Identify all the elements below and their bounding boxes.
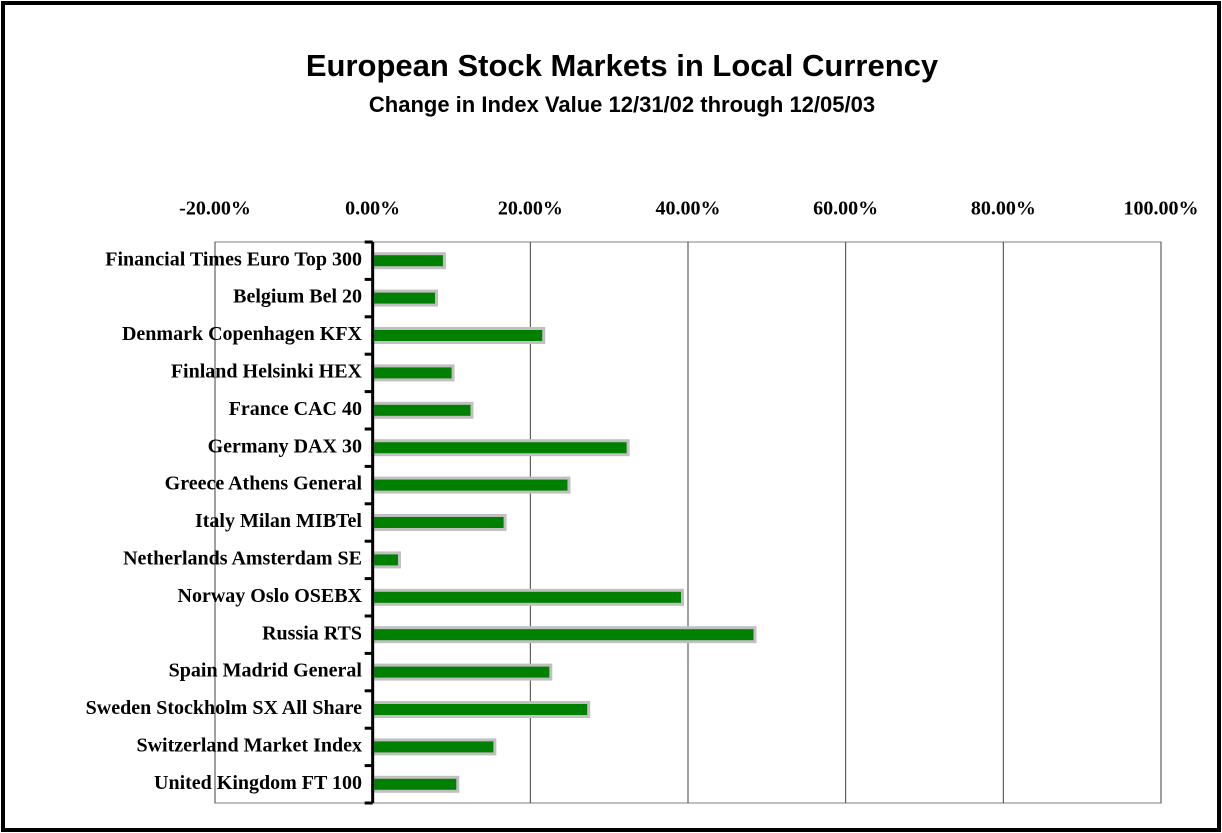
chart-subtitle: Change in Index Value 12/31/02 through 1… — [369, 92, 875, 117]
x-tick-label: 20.00% — [498, 198, 563, 220]
x-tick-label: 0.00% — [345, 198, 400, 220]
y-tick-label: United Kingdom FT 100 — [154, 772, 362, 794]
y-tick-label: Greece Athens General — [165, 473, 363, 495]
y-tick-label: Germany DAX 30 — [208, 435, 362, 457]
x-tick-label: 80.00% — [971, 198, 1036, 220]
bar — [371, 289, 439, 307]
bar — [371, 551, 401, 569]
bar — [371, 401, 474, 419]
y-tick-label: Spain Madrid General — [169, 660, 363, 682]
bar — [371, 439, 630, 457]
y-tick-label: Norway Oslo OSEBX — [178, 585, 363, 607]
bar — [371, 663, 553, 681]
y-tick-label: Switzerland Market Index — [136, 734, 362, 756]
y-tick-label: Financial Times Euro Top 300 — [105, 248, 362, 270]
x-tick-label: 100.00% — [1124, 198, 1199, 220]
y-tick-label: Finland Helsinki HEX — [171, 360, 363, 382]
bar — [371, 476, 571, 494]
x-tick-label: 40.00% — [656, 198, 721, 220]
y-tick-label: Belgium Bel 20 — [233, 286, 362, 308]
bar — [371, 252, 446, 270]
bar — [371, 588, 684, 606]
bar — [371, 626, 757, 644]
x-tick-label: 60.00% — [813, 198, 878, 220]
bar — [371, 701, 591, 718]
x-tick-label: -20.00% — [179, 198, 251, 220]
y-tick-label: Denmark Copenhagen KFX — [122, 323, 363, 345]
y-tick-label: Netherlands Amsterdam SE — [123, 547, 362, 569]
y-tick-label: Italy Milan MIBTel — [195, 510, 362, 532]
bar — [371, 364, 455, 382]
y-tick-label: Sweden Stockholm SX All Share — [86, 697, 362, 719]
chart-title: European Stock Markets in Local Currency — [306, 48, 939, 83]
y-tick-label: Russia RTS — [262, 622, 362, 644]
bar — [371, 775, 460, 793]
y-tick-label: France CAC 40 — [229, 398, 362, 420]
bar — [371, 514, 507, 531]
bar — [371, 327, 546, 344]
bar — [371, 738, 497, 756]
